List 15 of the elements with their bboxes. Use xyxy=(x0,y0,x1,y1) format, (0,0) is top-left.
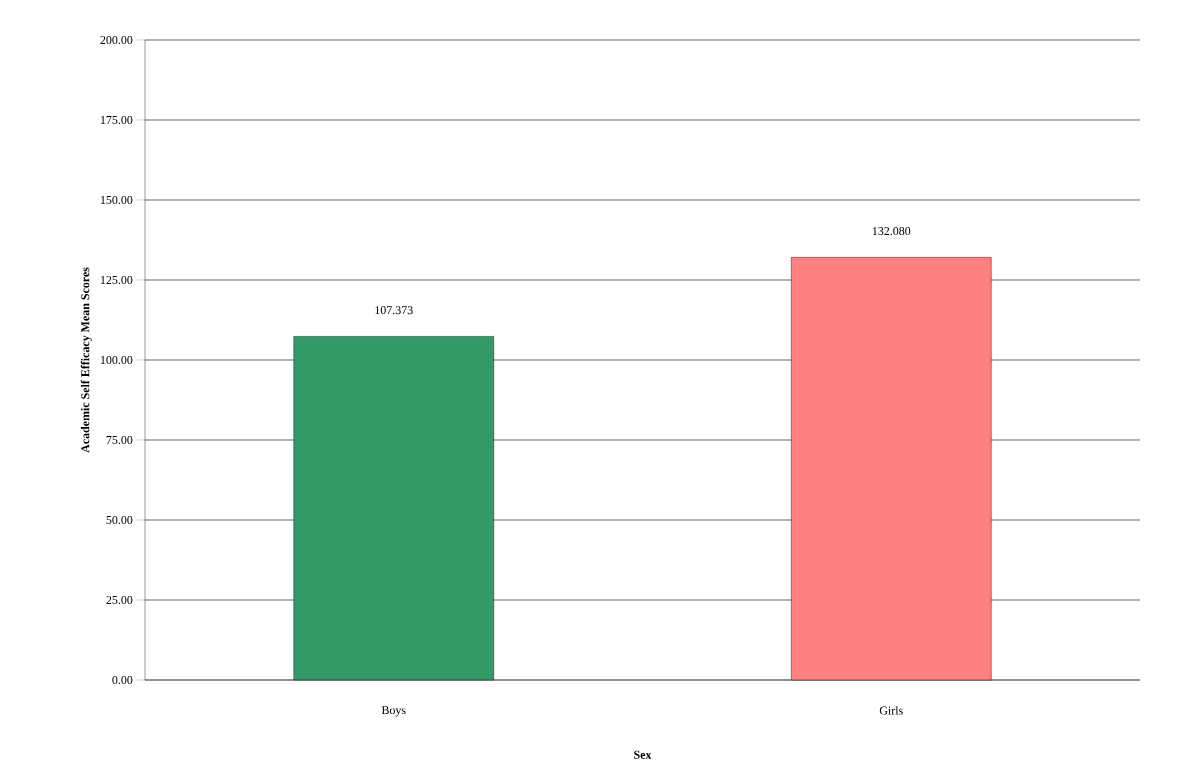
y-tick-label: 100.00 xyxy=(100,355,133,365)
x-tick-label: Boys xyxy=(381,706,406,717)
y-tick-label: 200.00 xyxy=(100,35,133,45)
y-tick-label: 175.00 xyxy=(100,115,133,125)
data-label: 107.373 xyxy=(375,306,413,315)
y-tick-label: 50.00 xyxy=(106,515,133,525)
y-tick-label: 25.00 xyxy=(106,595,133,605)
y-axis-title: Academic Self Efficacy Mean Scores xyxy=(80,267,92,453)
y-tick-label: 150.00 xyxy=(100,195,133,205)
y-tick-label: 0.00 xyxy=(112,675,133,685)
x-axis-title: Sex xyxy=(634,750,652,759)
x-tick-label: Girls xyxy=(879,706,903,715)
y-tick-label: 75.00 xyxy=(106,435,133,445)
y-tick-label: 125.00 xyxy=(100,275,133,285)
data-label: 132.080 xyxy=(872,227,911,236)
